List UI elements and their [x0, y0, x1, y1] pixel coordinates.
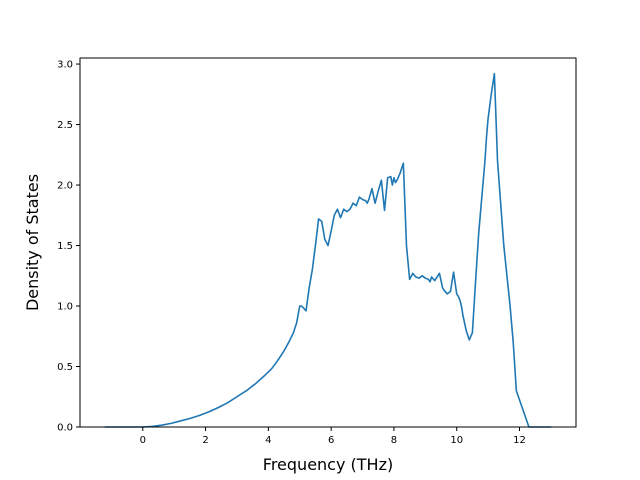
x-tick-label: 6 — [328, 435, 334, 446]
y-tick-label: 2.0 — [57, 181, 73, 192]
x-tick-label: 4 — [265, 435, 271, 446]
y-tick-label: 1.0 — [57, 302, 73, 313]
x-tick-label: 0 — [140, 435, 146, 446]
x-tick-label: 2 — [202, 435, 208, 446]
y-tick-label: 0.5 — [57, 362, 73, 373]
x-tick-label: 10 — [450, 435, 463, 446]
y-tick-label: 1.5 — [57, 241, 73, 252]
plot-area — [104, 72, 552, 428]
axes: 0 2 4 6 8 10 12 0.0 0.5 1.0 1.5 2.0 2.5 3.0 — [57, 57, 577, 446]
x-axis-title: Frequency (THz) — [263, 455, 393, 474]
y-tick-label: 0.0 — [57, 423, 73, 434]
y-axis-title: Density of States — [23, 174, 42, 311]
y-tick-label: 3.0 — [57, 60, 73, 71]
y-tick-label: 2.5 — [57, 120, 73, 131]
x-tick-label: 8 — [391, 435, 397, 446]
x-tick-label: 12 — [513, 435, 526, 446]
series-line-0 — [104, 72, 552, 428]
axes-frame — [79, 57, 577, 428]
